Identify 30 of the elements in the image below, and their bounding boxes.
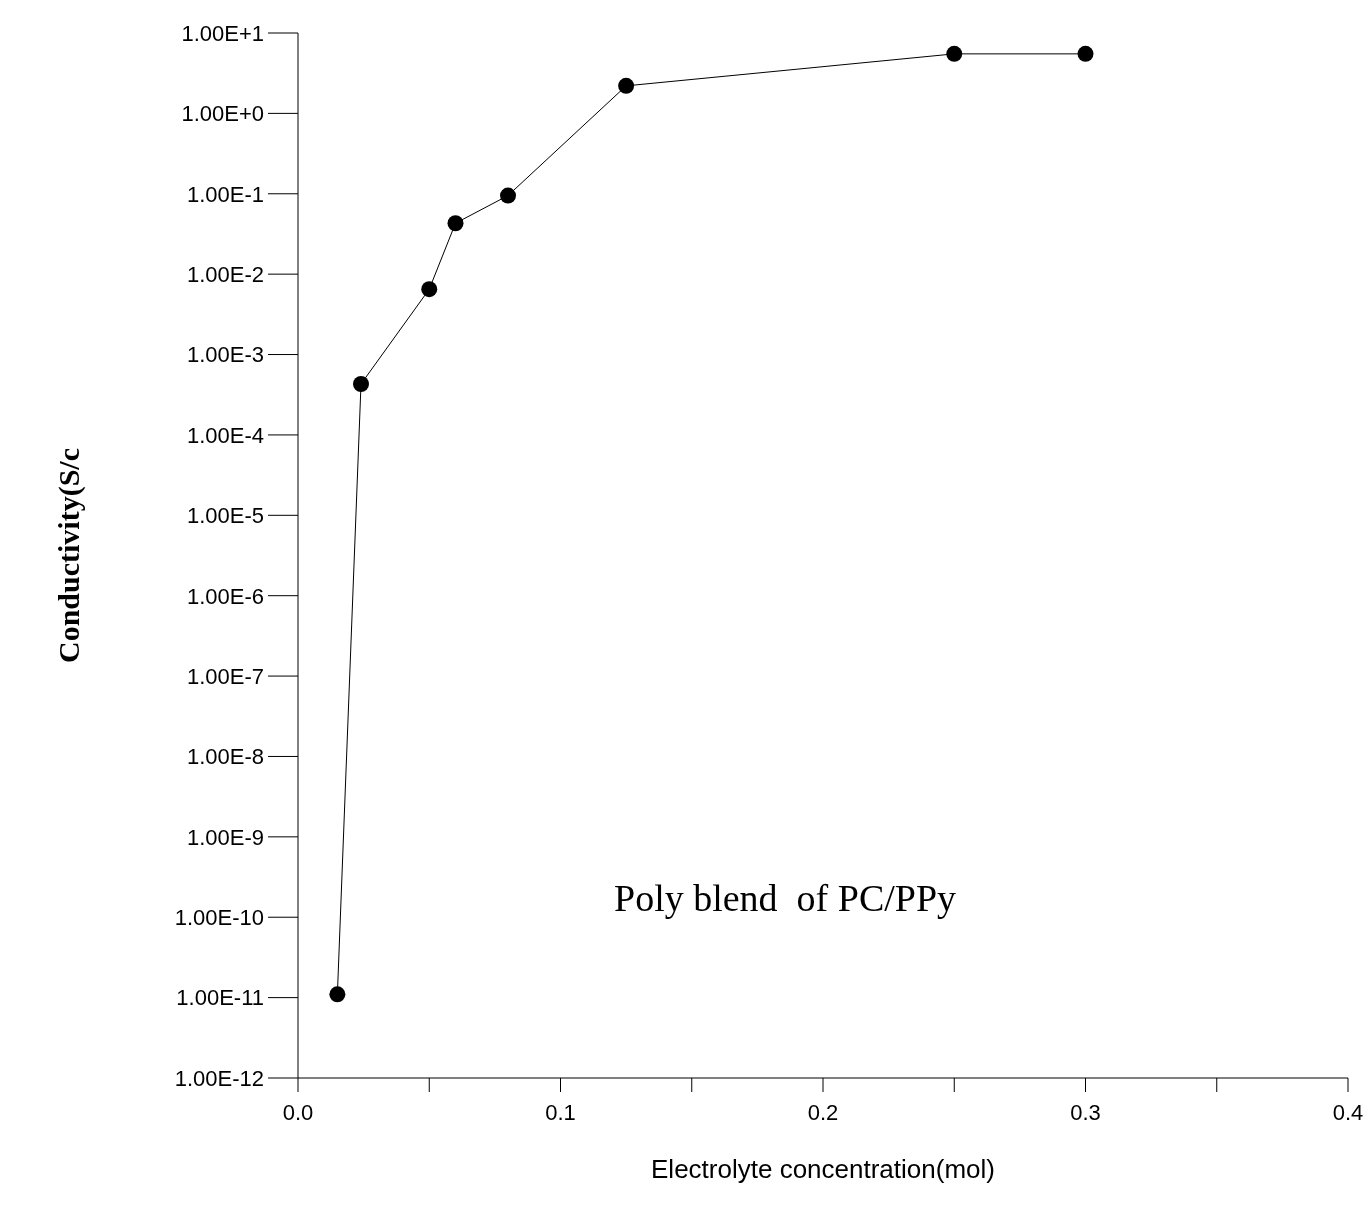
- y-tick-label: 1.00E-3: [186, 342, 264, 368]
- y-tick-label: 1.00E-11: [176, 985, 264, 1011]
- x-tick-label: 0.0: [282, 1099, 314, 1125]
- x-tick-label: 0.3: [1070, 1099, 1101, 1125]
- y-axis-title: Conductivity(S/c: [51, 447, 86, 664]
- y-tick-label: 1.00E-10: [174, 905, 264, 931]
- y-tick-label: 1.00E-6: [186, 583, 264, 609]
- point: [500, 187, 516, 204]
- y-tick-label: 1.00E-4: [186, 422, 264, 448]
- point: [353, 376, 369, 392]
- point: [946, 45, 963, 62]
- x-axis-title: Electrolyte concentration(mol): [651, 1154, 995, 1184]
- x-tick-label: 0.4: [1332, 1099, 1364, 1125]
- point: [421, 281, 438, 298]
- y-tick-label: 1.00E+1: [181, 20, 264, 46]
- y-tick-label: 1.00E-2: [186, 261, 264, 287]
- y-tick-label: 1.00E-5: [186, 503, 264, 529]
- point: [447, 215, 464, 232]
- y-tick-label: 1.00E-12: [174, 1065, 264, 1091]
- y-tick-label: 1.00E-8: [186, 744, 264, 770]
- annotation: Poly blend of PC/PPy: [614, 876, 957, 920]
- point: [329, 986, 346, 1003]
- y-tick-label: 1.00E-9: [186, 824, 264, 850]
- y-tick-label: 1.00E-1: [186, 181, 264, 207]
- x-tick-label: 0.1: [545, 1099, 576, 1125]
- x-tick-label: 0.2: [807, 1099, 839, 1125]
- point: [1077, 45, 1094, 62]
- y-tick-label: 1.00E+0: [181, 101, 264, 127]
- point: [618, 77, 635, 94]
- y-tick-label: 1.00E-7: [186, 663, 264, 689]
